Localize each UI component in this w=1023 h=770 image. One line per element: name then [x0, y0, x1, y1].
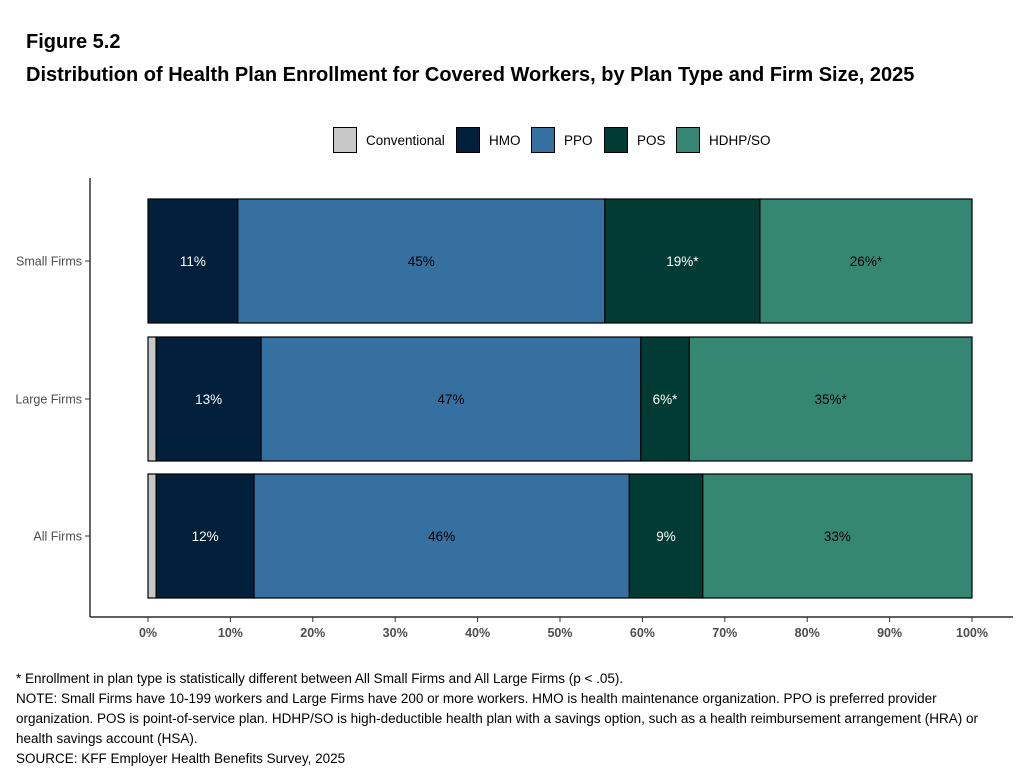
legend-swatch-hdhp-so [676, 127, 700, 153]
x-tick-label: 30% [383, 626, 408, 640]
data-label: 35%* [814, 392, 847, 407]
x-tick-label: 20% [300, 626, 325, 640]
x-tick-label: 40% [465, 626, 490, 640]
x-tick-label: 50% [547, 626, 572, 640]
bar-segment-conventional [147, 473, 157, 599]
data-label: 46% [428, 529, 455, 544]
bar-segment-pos [640, 336, 690, 462]
y-tick-label: Small Firms [16, 255, 82, 269]
x-tick-label: 10% [218, 626, 243, 640]
footnotes: * Enrollment in plan type is statistical… [16, 669, 1016, 769]
x-tick-label: 90% [877, 626, 902, 640]
bar-segment-hdhp-so [702, 473, 973, 599]
bar-segment-hmo [155, 336, 262, 462]
bar-segment-hmo [147, 198, 239, 324]
data-label: 33% [824, 529, 851, 544]
data-label: 11% [180, 254, 206, 269]
chart-title: Distribution of Health Plan Enrollment f… [26, 64, 915, 86]
legend-swatch-pos [604, 127, 628, 153]
data-label: 12% [192, 529, 219, 544]
y-tick-label: All Firms [33, 530, 82, 544]
legend-label-hdhp-so: HDHP/SO [709, 133, 771, 148]
bar-segment-pos [604, 198, 761, 324]
legend-label-ppo: PPO [564, 133, 593, 148]
legend-label-pos: POS [637, 133, 666, 148]
legend-label-conventional: Conventional [366, 133, 445, 148]
data-label: 19%* [666, 254, 699, 269]
data-label: 9% [656, 529, 676, 544]
footnote-source: SOURCE: KFF Employer Health Benefits Sur… [16, 751, 346, 766]
x-tick-label: 0% [139, 626, 157, 640]
x-tick-label: 80% [795, 626, 820, 640]
bar-segment-ppo [237, 198, 606, 324]
x-tick-label: 100% [956, 626, 988, 640]
footnote-significance: * Enrollment in plan type is statistical… [16, 671, 624, 686]
data-label: 6%* [653, 392, 679, 407]
data-label: 45% [408, 254, 435, 269]
bar-segment-ppo [260, 336, 642, 462]
x-tick-label: 60% [630, 626, 655, 640]
footnote-note: NOTE: Small Firms have 10-199 workers an… [16, 691, 978, 746]
legend: Conventional HMO PPO POS HDHP/SO [0, 127, 1023, 155]
bar-segment-hdhp-so [759, 198, 973, 324]
data-label: 47% [437, 392, 464, 407]
bar-segment-hdhp-so [688, 336, 973, 462]
bar-segment-pos [628, 473, 704, 599]
data-label: 13% [195, 392, 222, 407]
bar-segment-conventional [147, 336, 157, 462]
legend-swatch-ppo [531, 127, 555, 153]
legend-swatch-hmo [456, 127, 480, 153]
bar-segment-ppo [253, 473, 630, 599]
legend-label-hmo: HMO [489, 133, 521, 148]
y-tick-label: Large Firms [15, 393, 82, 407]
figure-label: Figure 5.2 [26, 31, 121, 53]
legend-swatch-conventional [333, 127, 357, 153]
data-label: 26%* [850, 254, 883, 269]
x-tick-label: 70% [712, 626, 737, 640]
stacked-bar-chart: 0% 10% 20% 30% 40% 50% 60% 70% 80% 90% 100% Small F… [15, 178, 1013, 640]
